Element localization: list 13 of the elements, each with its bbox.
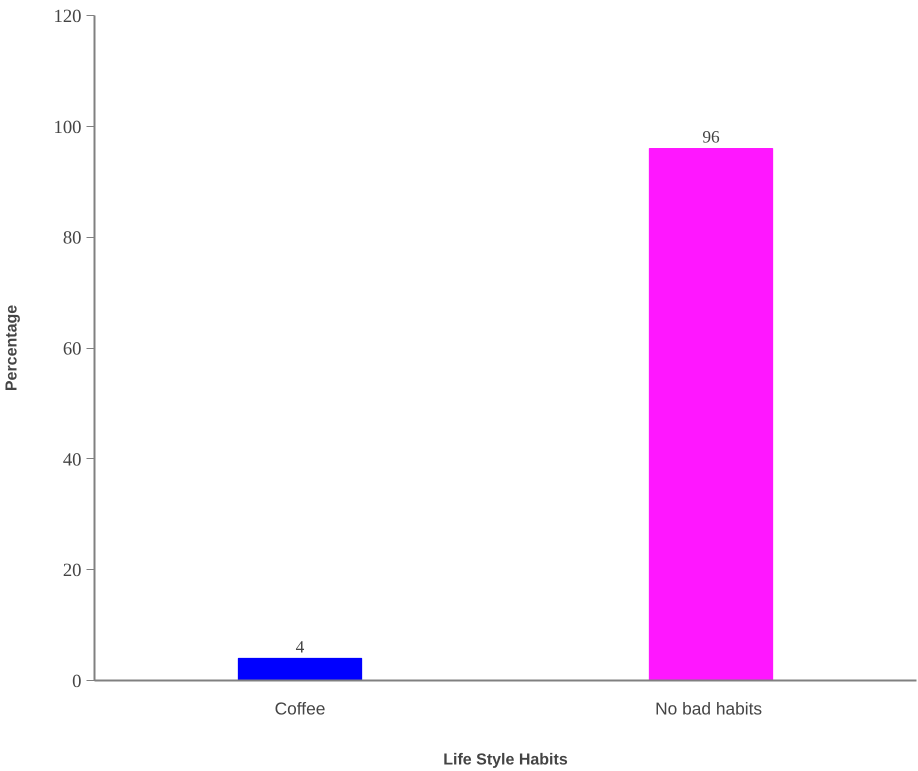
y-tick-label: 100 xyxy=(54,116,82,138)
x-tick-label: No bad habits xyxy=(655,698,762,718)
y-tick-label: 20 xyxy=(62,560,82,582)
x-tick-label: Coffee xyxy=(274,698,326,718)
x-axis-title: Life Style Habits xyxy=(443,752,568,768)
y-tick-label: 40 xyxy=(62,449,82,470)
y-tick-label: 0 xyxy=(72,671,82,692)
y-tick-label: 120 xyxy=(54,6,82,27)
y-tick-label: 60 xyxy=(62,338,82,360)
y-tick-label: 80 xyxy=(62,228,82,249)
data-label: 96 xyxy=(702,128,720,146)
y-axis-title: Percentage xyxy=(4,304,21,392)
data-label: 4 xyxy=(296,637,305,656)
